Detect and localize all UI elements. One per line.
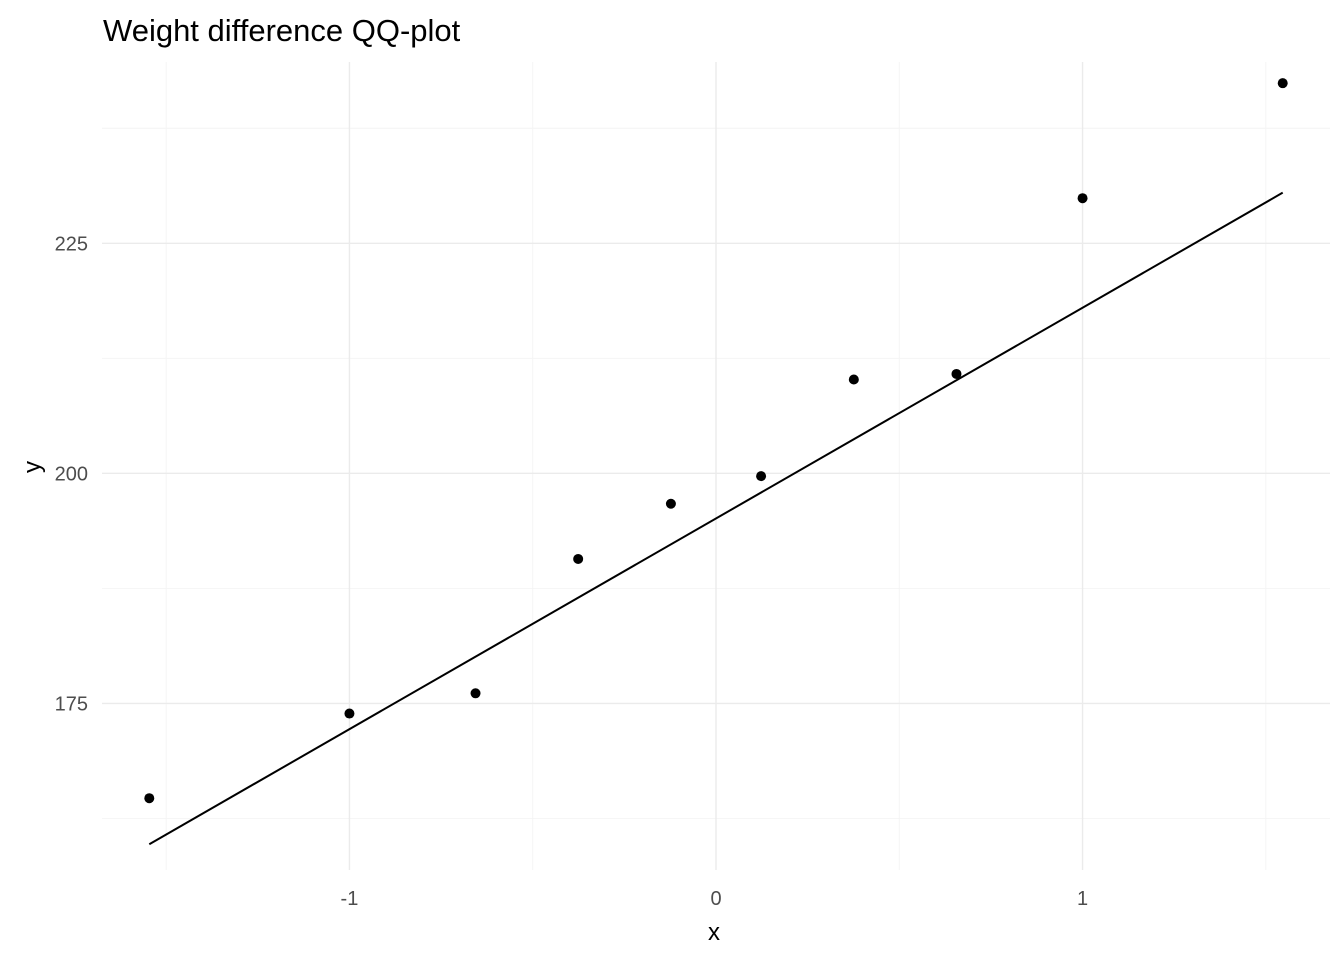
x-tick-label: 0 (710, 888, 721, 910)
data-point (1277, 78, 1288, 89)
data-point (756, 471, 767, 482)
x-tick-label: -1 (341, 888, 359, 910)
y-axis-title: y (19, 461, 46, 473)
y-tick-label: 225 (55, 233, 88, 255)
y-tick-label: 175 (55, 693, 88, 715)
y-tick-label: 200 (55, 463, 88, 485)
data-point (848, 374, 859, 385)
data-point (665, 498, 676, 509)
y-tick-labels: 175 200 225 (55, 233, 88, 715)
reference-line-group (148, 191, 1284, 846)
data-point (1077, 193, 1088, 204)
reference-line (148, 191, 1284, 846)
data-point (470, 688, 481, 699)
x-tick-label: 1 (1077, 888, 1088, 910)
data-point (951, 368, 962, 379)
data-point (344, 708, 355, 719)
chart-title: Weight difference QQ-plot (103, 13, 461, 48)
major-gridlines (102, 62, 1330, 870)
x-tick-labels: -1 0 1 (341, 888, 1089, 910)
x-axis-title: x (708, 919, 720, 946)
data-points (144, 78, 1288, 804)
data-point (144, 793, 155, 804)
data-point (573, 553, 584, 564)
